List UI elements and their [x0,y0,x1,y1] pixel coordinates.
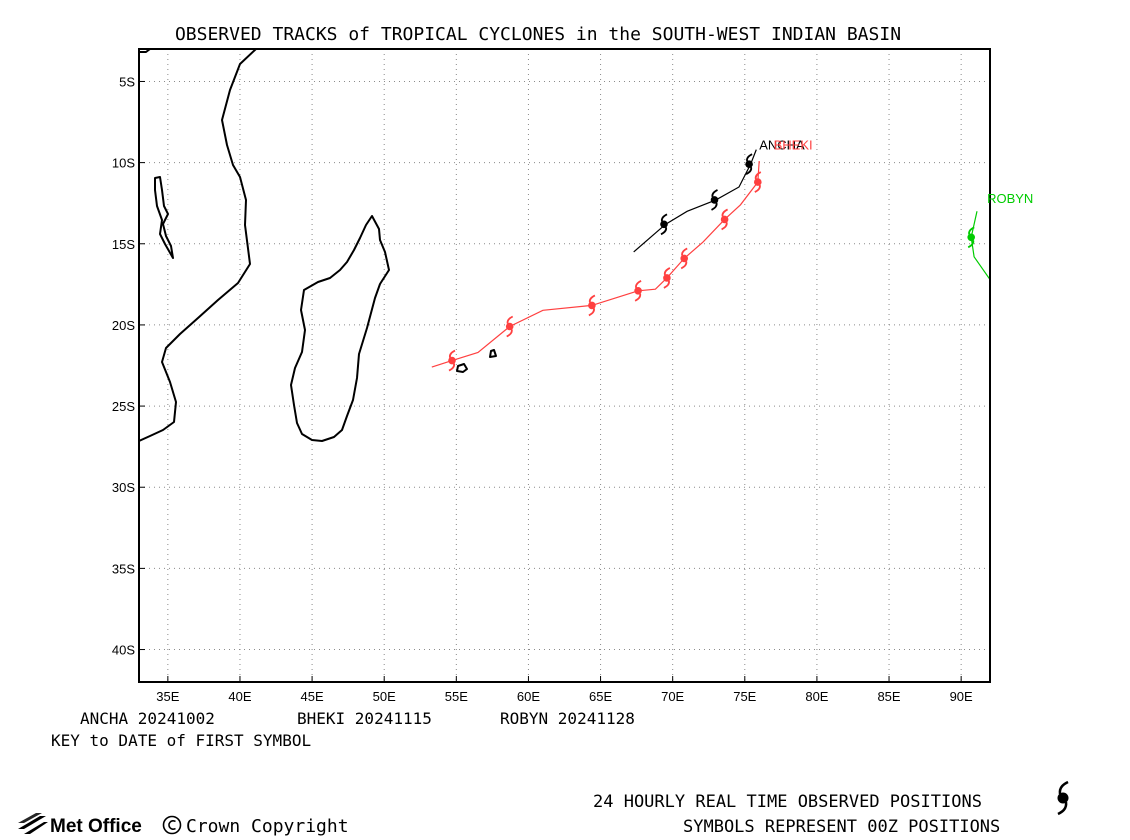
tick-label-lon: 85E [877,689,900,704]
met-office-wordmark: Met Office [50,816,142,837]
copyright-icon [162,815,182,835]
key-entry-robyn: ROBYN 20241128 [500,709,635,728]
cyclone-position-bheki [588,294,596,317]
island-coastline [154,176,174,259]
tick-label-lon: 40E [228,689,251,704]
coastlines [139,49,497,442]
tick-label-lat: 10S [112,156,135,171]
tick-label-lon: 70E [661,689,684,704]
madagascar-coastline [290,215,390,442]
cyclone-position-ancha [660,213,668,236]
plot-frame [138,48,991,683]
tick-label-lat: 40S [112,643,135,658]
copyright-text: Crown Copyright [186,816,349,837]
key-entry-bheki: BHEKI 20241115 [297,709,432,728]
tick-label-lon: 45E [301,689,324,704]
cyclone-position-bheki [720,208,729,231]
tick-label-lon: 80E [805,689,828,704]
tick-label-lon: 65E [589,689,612,704]
graticule [139,49,990,682]
met-office-waves-icon [18,813,48,834]
cyclone-position-bheki [680,247,688,270]
reunion-coastline [456,363,468,373]
tick-label-lat: 5S [119,74,135,89]
key-caption: KEY to DATE of FIRST SYMBOL [51,731,311,750]
track-ancha [633,149,757,253]
axis-ticks: 35E 40E 45E 50E 55E 60E 65E 70E 75E 80E 85E 90E 5S 10… [112,74,973,704]
footer-symbols-note: SYMBOLS REPRESENT 00Z POSITIONS [683,817,1000,837]
tick-label-lon: 35E [156,689,179,704]
cyclone-symbol-icon [1057,780,1069,816]
tick-label-lon: 75E [733,689,756,704]
cyclone-position-bheki [663,267,671,289]
tick-label-lon: 50E [373,689,396,704]
tick-label-lat: 20S [112,318,135,333]
mauritius-coastline [489,349,497,358]
storm-label-robyn: ROBYN [987,191,1033,206]
cyclone-position-ancha [745,153,753,176]
tick-label-lat: 15S [112,237,135,252]
tick-label-lat: 30S [112,480,135,495]
track-bheki [431,160,762,372]
cyclone-position-bheki [505,315,514,338]
tick-label-lat: 35S [112,561,135,576]
track-line-bheki [431,160,760,368]
storm-label-bheki: BHEKI [774,138,813,153]
tick-label-lon: 60E [517,689,540,704]
tick-label-lon: 90E [950,689,973,704]
map-title: OBSERVED TRACKS of TROPICAL CYCLONES in … [175,24,901,45]
plot-background [139,49,990,682]
footer-observed-positions: 24 HOURLY REAL TIME OBSERVED POSITIONS [593,792,982,812]
cyclone-position-bheki [754,171,762,193]
cyclone-position-bheki [448,349,456,372]
cyclone-position-bheki [634,279,642,302]
cyclone-position-robyn [967,226,975,249]
track-robyn [967,211,990,281]
cyclone-position-ancha [710,189,719,211]
tick-label-lon: 55E [445,689,468,704]
copyright: Crown Copyright [162,815,349,837]
cyclone-tracks [431,149,990,372]
tick-label-lat: 25S [112,399,135,414]
key-entry-ancha: ANCHA 20241002 [80,709,215,728]
storm-label-ancha: ANCHA [759,138,805,153]
met-office-logo: Met Office [18,813,142,837]
